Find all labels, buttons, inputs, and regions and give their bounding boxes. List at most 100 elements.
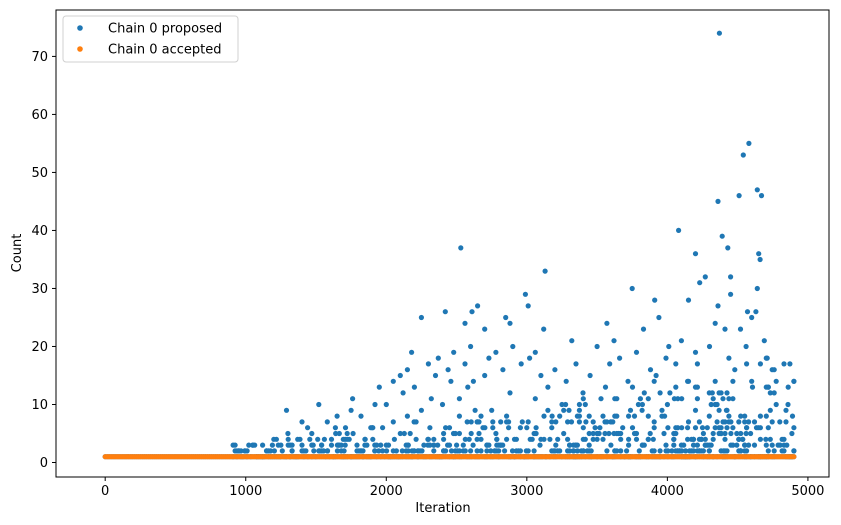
proposed-point [341,448,347,454]
proposed-point [580,396,586,402]
proposed-point [553,442,559,448]
proposed-point [428,396,434,402]
proposed-point [629,425,636,431]
proposed-point [549,413,555,419]
proposed-point [744,448,750,454]
proposed-point [518,361,524,367]
proposed-point [299,419,305,425]
proposed-point [496,448,502,454]
proposed-point [289,448,295,454]
proposed-point [458,245,464,251]
proposed-point [264,448,270,454]
proposed-point [507,320,513,326]
proposed-point [596,430,602,437]
proposed-point [773,401,779,408]
proposed-point [484,448,490,454]
proposed-point [767,390,773,396]
proposed-point [606,430,612,437]
proposed-point [716,407,722,413]
proposed-point [710,436,716,442]
proposed-point [720,396,726,402]
proposed-point [754,285,760,292]
proposed-point [411,384,417,390]
proposed-point [746,442,752,448]
proposed-point [592,425,598,431]
proposed-point [498,419,504,425]
proposed-point [706,413,712,419]
proposed-point [478,448,484,454]
proposed-point [657,448,663,454]
proposed-point [722,419,728,425]
proposed-point [664,401,671,408]
proposed-point [397,430,403,437]
proposed-point [749,378,755,384]
proposed-point [730,442,736,448]
proposed-point [712,378,718,384]
proposed-point [773,378,779,384]
proposed-point [427,425,433,431]
proposed-point [360,448,366,454]
proposed-point [533,425,539,431]
proposed-point [618,448,624,454]
proposed-point [464,419,470,425]
proposed-point [746,140,752,146]
proposed-point [425,361,431,367]
proposed-point [421,442,427,448]
proposed-point [692,407,699,413]
proposed-point [370,436,376,442]
plot-area [102,30,797,460]
proposed-point [706,343,713,350]
proposed-point [443,425,449,431]
proposed-point [407,430,413,437]
proposed-point [618,430,624,437]
proposed-point [647,430,653,437]
proposed-point [563,378,569,384]
proposed-point [390,378,396,384]
proposed-point [726,413,732,419]
proposed-point [641,442,647,448]
proposed-point [771,390,777,396]
proposed-point [740,436,746,442]
proposed-point [673,430,679,437]
proposed-point [754,187,760,193]
proposed-point [372,448,378,454]
proposed-point [663,355,669,361]
proposed-point [588,448,594,454]
proposed-point [635,401,642,408]
proposed-point [781,436,787,442]
proposed-point [714,419,720,425]
proposed-point [600,413,606,419]
axes: 0 1000 2000 3000 4000 5000 0 10 20 30 40 50 60 70 [31,9,830,499]
proposed-point [663,442,669,448]
proposed-point [469,309,475,315]
proposed-point [771,367,777,373]
proposed-point [789,430,795,437]
proposed-point [777,442,783,448]
proposed-point [656,314,662,321]
proposed-point [580,448,586,454]
proposed-point [626,436,632,442]
proposed-point [500,367,506,373]
proposed-point [671,442,677,448]
legend-box [62,15,239,63]
proposed-point [777,419,783,425]
proposed-point [758,193,765,199]
proposed-point [324,448,331,454]
proposed-point [751,419,758,425]
proposed-point [503,314,509,321]
proposed-point [299,442,305,448]
proposed-point [651,425,657,431]
proposed-point [486,355,492,361]
proposed-point [685,419,692,425]
proposed-point [431,448,437,454]
proposed-point [482,372,488,379]
proposed-point [715,198,721,204]
proposed-point [694,384,701,390]
proposed-point [350,430,356,437]
x-tick-label: 0 [101,484,109,499]
proposed-point [565,419,571,425]
proposed-point [576,413,583,419]
proposed-point [728,430,734,437]
proposed-point [679,396,685,402]
